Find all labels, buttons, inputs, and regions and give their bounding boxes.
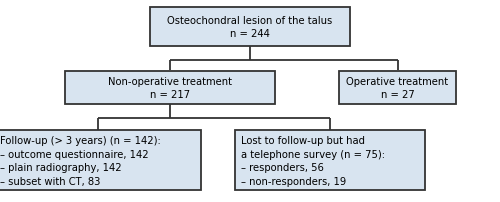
FancyBboxPatch shape bbox=[65, 71, 275, 105]
FancyBboxPatch shape bbox=[0, 131, 201, 190]
FancyBboxPatch shape bbox=[339, 71, 456, 105]
Text: Follow-up (> 3 years) (n = 142):
– outcome questionnaire, 142
– plain radiograph: Follow-up (> 3 years) (n = 142): – outco… bbox=[0, 135, 160, 186]
FancyBboxPatch shape bbox=[150, 7, 350, 47]
Text: Non-operative treatment
n = 217: Non-operative treatment n = 217 bbox=[108, 76, 232, 100]
Text: Lost to follow-up but had
a telephone survey (n = 75):
– responders, 56
– non-re: Lost to follow-up but had a telephone su… bbox=[241, 135, 385, 186]
Text: Operative treatment
n = 27: Operative treatment n = 27 bbox=[346, 76, 448, 100]
Text: Osteochondral lesion of the talus
n = 244: Osteochondral lesion of the talus n = 24… bbox=[168, 16, 332, 39]
FancyBboxPatch shape bbox=[235, 131, 425, 190]
